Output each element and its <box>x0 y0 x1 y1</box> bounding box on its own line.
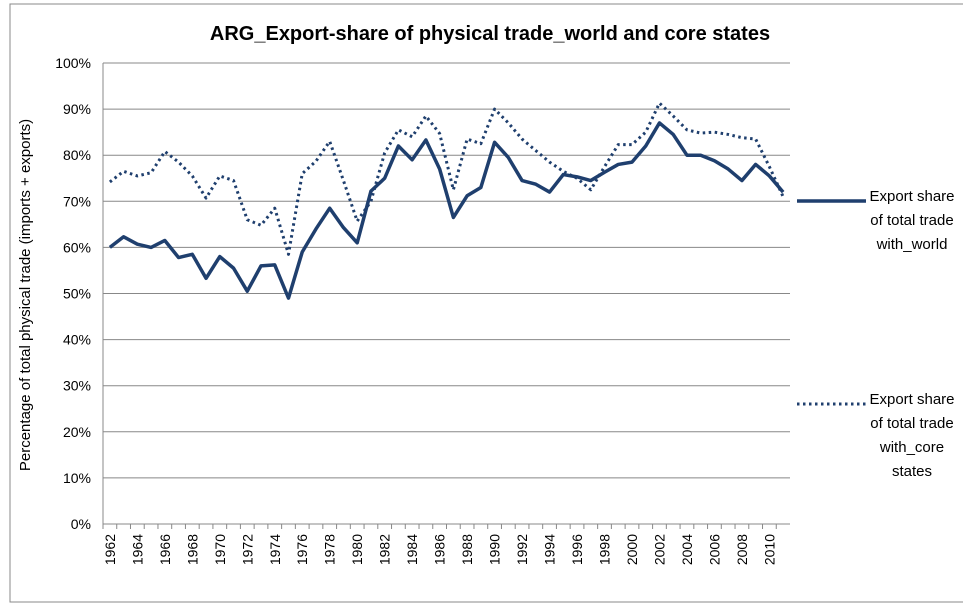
x-tick-label: 1974 <box>267 534 283 565</box>
y-axis-title: Percentage of total physical trade (impo… <box>17 119 34 471</box>
x-tick-label: 1982 <box>377 534 393 565</box>
y-tick-label: 90% <box>63 101 91 117</box>
x-tick-label: 1986 <box>432 534 448 565</box>
y-tick-label: 80% <box>63 147 91 163</box>
chart-frame <box>9 3 963 603</box>
x-tick-label: 1990 <box>487 534 503 565</box>
x-tick-label: 1976 <box>294 534 310 565</box>
x-tick-label: 2008 <box>734 534 750 565</box>
y-tick-label: 10% <box>63 470 91 486</box>
y-tick-label: 20% <box>63 424 91 440</box>
y-tick-label: 40% <box>63 332 91 348</box>
x-tick-label: 1994 <box>542 534 558 565</box>
x-tick-label: 2004 <box>679 534 695 565</box>
x-tick-label: 1968 <box>184 534 200 565</box>
chart-title: ARG_Export-share of physical trade_world… <box>210 23 770 45</box>
x-tick-label: 1992 <box>514 534 530 565</box>
x-tick-label: 1970 <box>212 534 228 565</box>
y-tick-label: 0% <box>71 516 91 532</box>
y-tick-label: 100% <box>55 55 91 71</box>
x-tick-label: 1984 <box>404 534 420 565</box>
x-tick-label: 2002 <box>651 534 667 565</box>
x-tick-label: 1964 <box>129 534 145 565</box>
line-series <box>108 121 785 300</box>
x-tick-label: 1966 <box>157 534 173 565</box>
y-tick-label: 30% <box>63 378 91 394</box>
x-tick-label: 2006 <box>706 534 722 565</box>
x-tick-label: 1996 <box>569 534 585 565</box>
x-tick-label: 1978 <box>322 534 338 565</box>
legend-label: Export share of total trade with_core st… <box>869 391 955 480</box>
x-tick-label: 2000 <box>624 534 640 565</box>
x-tick-label: 1988 <box>459 534 475 565</box>
x-tick-label: 1980 <box>349 534 365 565</box>
x-tick-label: 2010 <box>761 534 777 565</box>
line-series <box>108 101 785 256</box>
y-tick-label: 60% <box>63 239 91 255</box>
x-tick-label: 1962 <box>102 534 118 565</box>
legend-label: Export share of total trade with_world <box>869 188 955 253</box>
x-tick-label: 1998 <box>597 534 613 565</box>
x-tick-label: 1972 <box>239 534 255 565</box>
y-tick-label: 50% <box>63 286 91 302</box>
y-tick-label: 70% <box>63 193 91 209</box>
